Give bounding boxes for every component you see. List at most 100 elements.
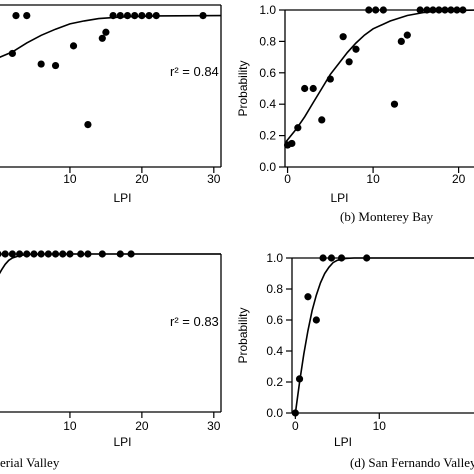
- x-axis-label: LPI: [113, 435, 131, 449]
- data-point: [37, 250, 45, 258]
- fit-curve: [294, 257, 474, 414]
- data-point: [379, 6, 387, 14]
- data-point: [441, 6, 449, 14]
- data-point: [138, 11, 146, 20]
- data-point: [312, 316, 320, 324]
- panel-caption: (d) San Fernando Valley: [350, 455, 474, 470]
- data-point: [403, 31, 411, 39]
- y-tick-label: 0.2: [259, 129, 276, 143]
- data-point: [327, 254, 336, 262]
- data-point: [304, 293, 312, 301]
- panel-a: 10 20 30 LPI r² = 0.84: [0, 4, 222, 205]
- panel-caption: erial Valley: [0, 455, 60, 470]
- data-point: [12, 11, 20, 20]
- data-point: [423, 6, 431, 14]
- panel-caption: (b) Monterey Bay: [340, 209, 434, 224]
- y-tick-label: 0.6: [266, 313, 283, 327]
- data-point: [145, 11, 153, 20]
- data-point: [84, 121, 92, 129]
- panel-frame: [291, 257, 474, 414]
- data-point: [435, 6, 443, 14]
- x-tick-label: 10: [373, 419, 387, 433]
- data-marks: [0, 250, 221, 275]
- y-tick-label: 0.0: [259, 160, 276, 174]
- data-point: [23, 250, 31, 258]
- data-point: [390, 100, 399, 108]
- data-point: [447, 6, 455, 14]
- data-point: [309, 84, 317, 93]
- data-point: [23, 11, 31, 20]
- data-point: [44, 250, 52, 258]
- y-tick-label: 1.0: [259, 3, 276, 17]
- data-point: [326, 75, 334, 83]
- y-tick-label: 0.8: [259, 34, 276, 48]
- data-point: [288, 139, 296, 148]
- data-point: [131, 11, 139, 20]
- data-point: [77, 250, 85, 258]
- data-point: [30, 250, 38, 258]
- x-tick-label: 20: [135, 419, 149, 433]
- x-tick-label: 10: [63, 172, 77, 186]
- data-point: [318, 116, 326, 124]
- y-tick-label: 0.2: [266, 375, 283, 389]
- data-point: [15, 250, 24, 258]
- x-tick-label: 30: [207, 419, 221, 433]
- data-point: [127, 250, 135, 258]
- data-point: [8, 250, 16, 258]
- data-point: [98, 34, 106, 42]
- data-point: [102, 28, 110, 36]
- data-point: [66, 250, 74, 258]
- data-point: [199, 11, 207, 20]
- data-point: [116, 250, 124, 258]
- data-point: [8, 49, 16, 58]
- data-point: [109, 11, 117, 20]
- y-axis-label: Probability: [236, 60, 250, 116]
- data-point: [416, 6, 424, 14]
- data-point: [339, 33, 347, 41]
- r-squared-annotation: r² = 0.83: [170, 314, 219, 329]
- data-marks: [283, 6, 474, 149]
- data-point: [459, 6, 467, 14]
- data-point: [84, 250, 92, 258]
- data-point: [51, 250, 60, 258]
- x-axis-label: LPI: [113, 191, 131, 205]
- data-point: [59, 250, 67, 258]
- data-marks: [0, 11, 222, 129]
- data-point: [123, 11, 132, 20]
- data-point: [51, 61, 60, 70]
- data-point: [0, 251, 2, 257]
- x-tick-label: 20: [452, 172, 466, 186]
- data-point: [69, 42, 78, 50]
- data-point: [295, 375, 304, 383]
- data-point: [372, 6, 380, 14]
- data-point: [291, 409, 299, 417]
- panel-c: 10 20 30 LPI r² = 0.83 erial Valley: [0, 250, 222, 470]
- data-point: [352, 45, 360, 53]
- data-point: [453, 6, 461, 14]
- r-squared-annotation: r² = 0.84: [170, 64, 219, 79]
- fit-curve: [285, 9, 474, 143]
- x-tick-label: 20: [135, 172, 149, 186]
- data-point: [152, 11, 160, 20]
- data-point: [301, 84, 309, 93]
- y-tick-label: 0.4: [259, 97, 276, 111]
- data-point: [1, 250, 9, 258]
- x-tick-label: 10: [366, 172, 380, 186]
- data-point: [429, 6, 437, 14]
- y-axis-label: Probability: [236, 307, 250, 363]
- data-point: [37, 60, 45, 68]
- data-point: [319, 254, 327, 262]
- y-tick-label: 1.0: [266, 251, 283, 265]
- data-point: [337, 254, 346, 262]
- x-tick-label: 0: [284, 172, 291, 186]
- data-point: [294, 124, 302, 132]
- y-tick-label: 0.4: [266, 344, 283, 358]
- fit-curve: [0, 14, 222, 58]
- panel-frame: [0, 253, 222, 413]
- x-axis-label: LPI: [330, 191, 348, 205]
- y-tick-label: 0.8: [266, 282, 283, 296]
- x-tick-label: 0: [292, 419, 299, 433]
- data-point: [363, 254, 371, 262]
- panel-frame: [0, 4, 222, 168]
